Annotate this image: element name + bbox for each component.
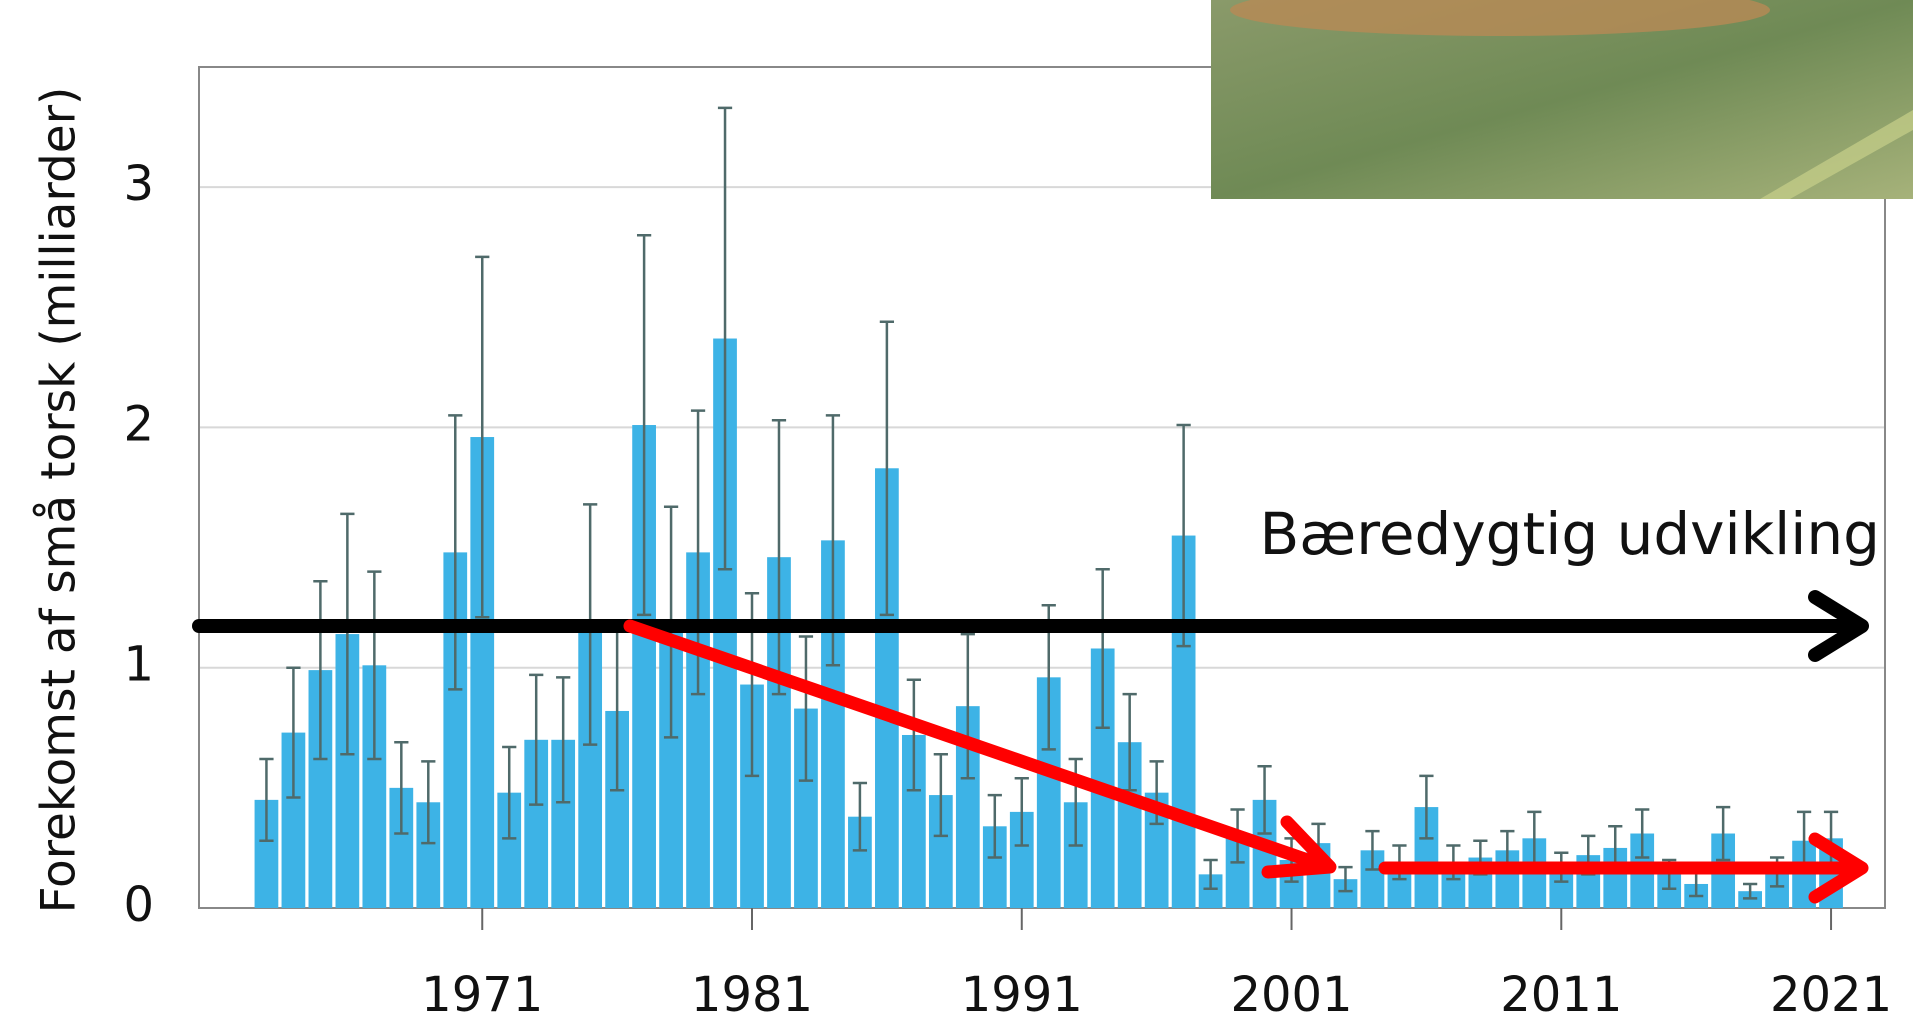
x-tick-label: 1981 xyxy=(691,967,813,1023)
annotation: Bæredygtig udvikling xyxy=(1260,500,1880,568)
photo xyxy=(1211,0,1913,199)
y-tick-label: 0 xyxy=(123,877,154,933)
chart: 0 1 2 3 1971 1981 1991 2001 2011 2021 Forekomst a… xyxy=(0,0,1913,1024)
y-axis-label: Forekomst af små torsk (milliarder) xyxy=(32,87,87,914)
y-tick-label: 2 xyxy=(123,396,154,452)
y-tick-label: 1 xyxy=(123,637,154,693)
y-tick-label: 3 xyxy=(123,156,154,212)
x-tick-label: 1971 xyxy=(421,967,543,1023)
x-tick-label: 1991 xyxy=(961,967,1083,1023)
x-tick-label: 2011 xyxy=(1500,967,1622,1023)
x-tick-label: 2001 xyxy=(1230,967,1352,1023)
x-tick-label: 2021 xyxy=(1770,967,1892,1023)
